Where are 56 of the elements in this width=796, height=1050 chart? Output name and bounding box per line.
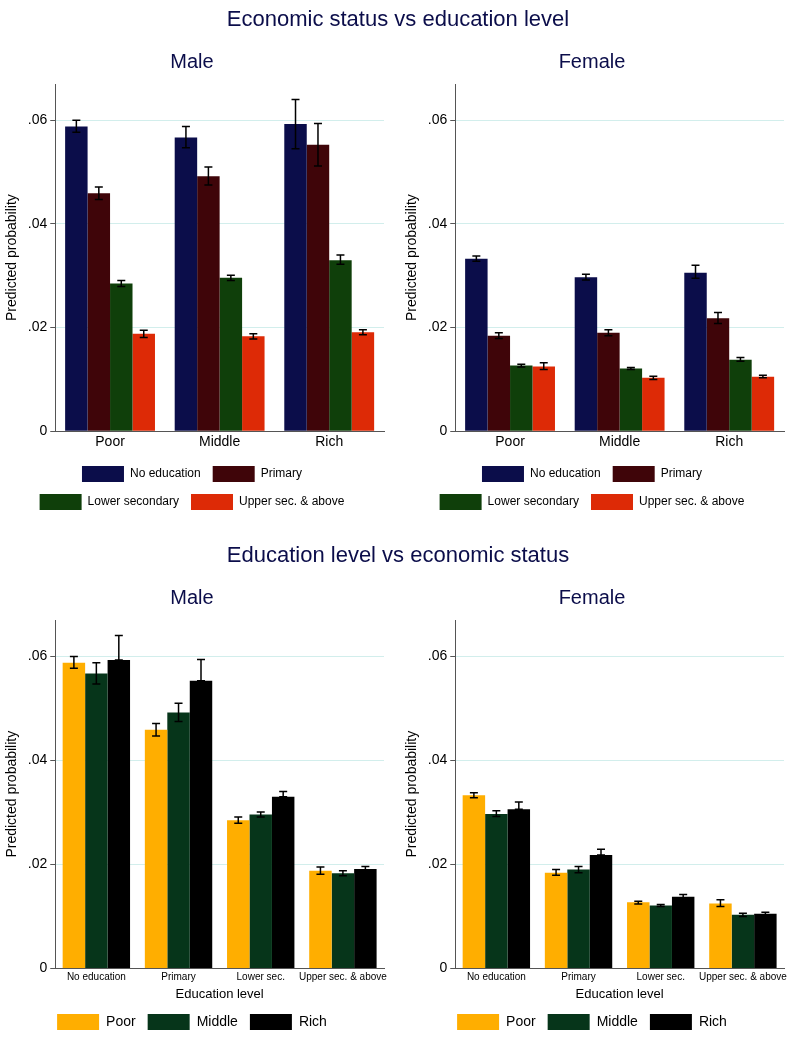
y-axis-title: Predicted probability	[403, 194, 420, 322]
y-tick-label: .06	[427, 111, 448, 128]
x-tick-label: Poor	[95, 433, 126, 450]
y-axis-title: Predicted probability	[403, 730, 420, 858]
x-tick-label: Middle	[599, 433, 641, 450]
x-axis-title: Education level	[175, 985, 264, 1001]
y-tick-label: .04	[427, 751, 448, 768]
legend-label: Lower secondary	[87, 494, 179, 509]
y-tick-label: .06	[427, 647, 448, 664]
legend-label: Poor	[106, 1012, 136, 1029]
x-axis-title: Education level	[575, 985, 664, 1001]
chart-subtitle: Male	[170, 49, 214, 72]
legend-label: Primary	[260, 466, 303, 481]
y-tick-label: .06	[27, 647, 48, 664]
chart-title: Economic status vs education level	[225, 5, 571, 33]
chart-subtitle: Female	[558, 585, 626, 608]
y-tick-label: .04	[27, 751, 48, 768]
legend-label: Poor	[506, 1012, 536, 1029]
chart-subtitle: Male	[170, 585, 214, 608]
legend-label: Middle	[196, 1012, 239, 1029]
y-tick-label: .02	[27, 855, 48, 872]
x-tick-label: Primary	[561, 971, 596, 983]
x-tick-label: No education	[466, 971, 526, 983]
y-tick-label: .02	[27, 318, 48, 335]
x-tick-label: Lower sec.	[236, 971, 285, 983]
y-axis-title: Predicted probability	[3, 194, 20, 322]
legend-label: Rich	[698, 1012, 727, 1029]
y-tick-label: .06	[27, 111, 48, 128]
y-tick-label: .04	[427, 214, 448, 231]
y-axis-title: Predicted probability	[3, 730, 20, 858]
legend-label: Rich	[298, 1012, 327, 1029]
y-tick-label: .02	[427, 318, 448, 335]
legend-label: Middle	[596, 1012, 639, 1029]
x-tick-label: Lower sec.	[636, 971, 685, 983]
x-tick-label: Poor	[495, 433, 526, 450]
x-tick-label: Middle	[199, 433, 241, 450]
y-tick-label: 0	[439, 959, 448, 976]
legend-label: No education	[129, 466, 201, 481]
chart-subtitle: Female	[558, 49, 626, 72]
y-tick-label: 0	[39, 959, 48, 976]
chart-title: Education level vs economic status	[225, 541, 571, 569]
y-tick-label: 0	[439, 422, 448, 439]
legend-label: Upper sec. & above	[639, 494, 745, 509]
x-tick-label: No education	[66, 971, 126, 983]
legend-label: Upper sec. & above	[239, 494, 345, 509]
legend-label: Lower secondary	[487, 494, 579, 509]
x-tick-label: Upper sec. & above	[298, 971, 388, 983]
legend-label: No education	[529, 466, 601, 481]
y-tick-label: .04	[27, 214, 48, 231]
y-tick-label: .02	[427, 855, 448, 872]
x-tick-label: Rich	[315, 433, 344, 450]
legend-label: Primary	[660, 466, 703, 481]
x-tick-label: Rich	[715, 433, 744, 450]
x-tick-label: Upper sec. & above	[698, 971, 788, 983]
y-tick-label: 0	[39, 422, 48, 439]
x-tick-label: Primary	[161, 971, 196, 983]
